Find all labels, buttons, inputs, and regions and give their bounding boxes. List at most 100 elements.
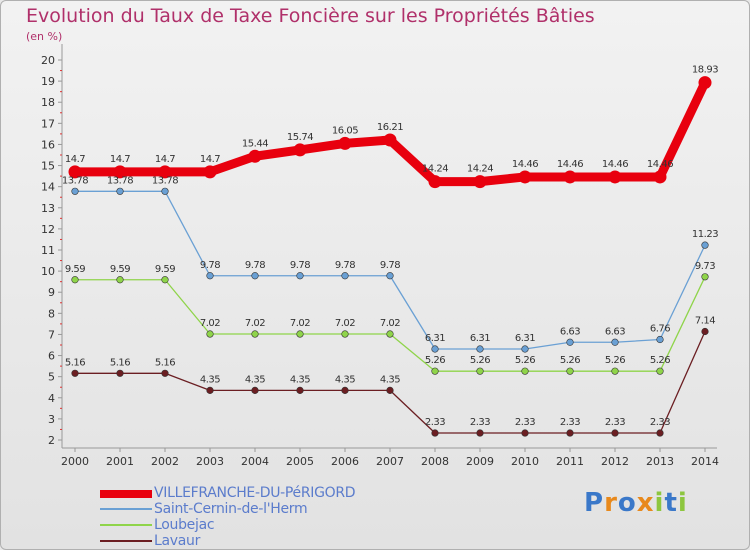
data-point [476,345,484,353]
data-label: 2.33 [425,417,445,428]
data-label: 5.16 [155,357,175,368]
data-point [296,386,304,394]
y-tick-label: 11 [41,244,55,257]
x-tick-label: 2013 [646,455,674,468]
data-label: 14.7 [65,154,85,165]
x-tick-label: 2002 [151,455,179,468]
data-point [251,272,259,280]
y-tick-label: 13 [41,202,55,215]
data-point [293,143,307,157]
data-label: 5.26 [470,355,490,366]
y-tick-label: 19 [41,75,55,88]
data-label: 6.31 [515,333,535,344]
data-point [341,386,349,394]
data-point [206,330,214,338]
data-point [563,170,577,184]
data-point [701,273,709,281]
y-tick-label: 2 [48,434,55,447]
data-point [608,170,622,184]
data-point [71,276,79,284]
data-label: 7.02 [200,318,220,329]
data-label: 7.02 [335,318,355,329]
data-point [338,136,352,150]
data-label: 6.63 [605,326,625,337]
data-point [113,165,127,179]
data-label: 5.26 [515,355,535,366]
data-label: 6.31 [470,333,490,344]
data-point [431,429,439,437]
legend-label: Lavaur [154,533,201,549]
y-tick-label: 6 [48,350,55,363]
y-tick-label: 14 [41,181,55,194]
data-point [161,276,169,284]
data-label: 7.02 [290,318,310,329]
data-label: 5.26 [650,355,670,366]
y-tick-label: 3 [48,413,55,426]
y-tick-label: 5 [48,371,55,384]
y-tick-label: 12 [41,223,55,236]
data-label: 13.78 [62,175,88,186]
logo-letter: i [654,488,665,518]
data-point [203,165,217,179]
data-label: 2.33 [515,417,535,428]
legend-swatch-loubejac [100,524,152,526]
data-point [341,330,349,338]
x-tick-label: 2007 [376,455,404,468]
x-tick-label: 2011 [556,455,584,468]
data-label: 13.78 [152,175,178,186]
data-label: 16.05 [332,125,358,136]
legend-swatch-villefranche [100,490,152,498]
data-label: 9.78 [200,260,220,271]
y-tick-label: 4 [48,392,55,405]
x-tick-label: 2008 [421,455,449,468]
x-tick-label: 2012 [601,455,629,468]
x-tick-label: 2006 [331,455,359,468]
data-label: 14.46 [512,159,538,170]
data-point [116,369,124,377]
data-label: 14.7 [200,154,220,165]
legend-label: VILLEFRANCHE-DU-PéRIGORD [154,485,356,501]
data-label: 6.31 [425,333,445,344]
data-label: 5.26 [605,355,625,366]
data-point [161,369,169,377]
data-label: 9.73 [695,261,715,272]
data-label: 4.35 [245,374,265,385]
y-tick-label: 9 [48,286,55,299]
logo-letter: r [604,488,618,518]
data-label: 15.44 [242,138,268,149]
y-tick-label: 18 [41,96,55,109]
y-tick-label: 7 [48,328,55,341]
data-label: 6.63 [560,326,580,337]
data-point [656,429,664,437]
data-point [656,335,664,344]
y-tick-label: 17 [41,117,55,130]
data-point [248,149,262,163]
chart-title: Evolution du Taux de Taxe Foncière sur l… [26,5,595,27]
data-label: 7.02 [380,318,400,329]
data-label: 14.24 [467,164,493,175]
data-label: 14.7 [110,154,130,165]
data-point [386,386,394,394]
data-point [701,241,709,249]
data-point [698,76,712,90]
data-label: 9.59 [65,264,85,275]
logo-letter: x [636,488,655,518]
data-point [386,330,394,338]
data-point [431,345,439,353]
data-point [518,170,532,184]
data-label: 9.78 [290,260,310,271]
data-label: 5.26 [560,355,580,366]
data-point [611,338,619,346]
x-tick-label: 2005 [286,455,314,468]
data-point [161,187,169,195]
data-label: 7.02 [245,318,265,329]
data-point [158,165,172,179]
y-tick-label: 20 [41,54,55,67]
y-tick-label: 8 [48,307,55,320]
data-label: 9.78 [335,260,355,271]
data-point [296,272,304,280]
data-point [566,429,574,437]
data-point [251,386,259,394]
